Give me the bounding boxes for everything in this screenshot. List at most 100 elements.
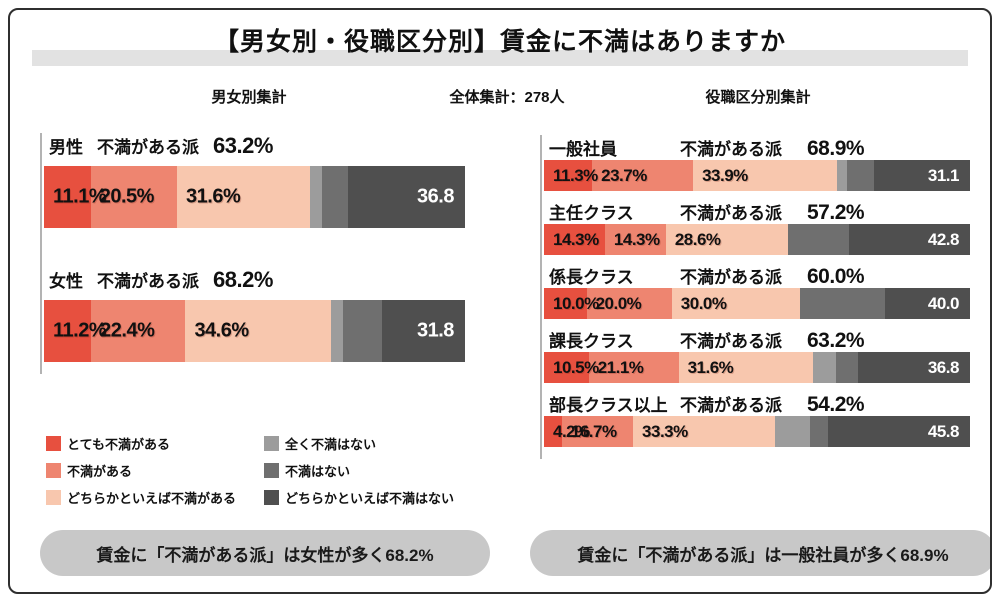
segment-value-label: 16.7%: [570, 421, 617, 441]
legend-label: どちらかといえば不満はない: [285, 491, 455, 506]
legend-item: とても不満がある: [46, 434, 264, 453]
legend-item: 全く不満はない: [264, 434, 454, 453]
stacked-bar: 11.2% 22.4% 34.6% 31.8: [44, 300, 465, 362]
segment-value-label: 20.5%: [99, 185, 155, 208]
bar-row: 主任クラス 不満がある派 57.2% 14.3% 14.3% 28.6% 42.8: [544, 199, 970, 255]
bar-row: 課長クラス 不満がある派 63.2% 10.5% 21.1% 31.6% 36.8: [544, 327, 970, 383]
bar-row-header: 係長クラス 不満がある派 60.0%: [549, 263, 970, 288]
category-label: 一般社員: [549, 140, 617, 159]
segment-value-label: 14.3%: [613, 229, 660, 249]
group-label: 不満がある派: [680, 268, 782, 287]
header-gender-summary: 男女別集計: [211, 89, 287, 106]
segment-value-label: 23.7%: [601, 165, 647, 185]
dissatisfied-total-value: 63.2%: [213, 133, 273, 158]
bar-segment-dissatisfied: 20.0%: [586, 288, 672, 319]
legend-label: どちらかといえば不満がある: [67, 491, 237, 506]
header-position-summary: 役職区分別集計: [705, 89, 811, 106]
segment-value-label: 31.6%: [186, 185, 241, 208]
segment-value-label: 14.3%: [553, 229, 599, 249]
bar-segment-not-dissatisfied: [835, 352, 859, 383]
bar-segment-somewhat-not-dissatisfied: 31.8: [381, 300, 465, 362]
segment-value-label: 45.8: [927, 421, 960, 441]
legend-item: 不満がある: [46, 461, 264, 480]
segment-value-label: 11.1%: [53, 185, 107, 208]
bar-segment-very-dissatisfied: 10.0%: [544, 288, 599, 319]
bar-row-header: 課長クラス 不満がある派 63.2%: [549, 327, 970, 352]
bar-segment-not-dissatisfied: [322, 166, 349, 228]
stacked-bar: 4.2% 16.7% 33.3% 45.8: [544, 416, 970, 447]
dissatisfied-total-value: 54.2%: [807, 393, 865, 416]
group-label: 不満がある派: [680, 204, 782, 223]
legend-label: とても不満がある: [67, 437, 170, 452]
bar-segment-not-dissatisfied: [799, 288, 885, 319]
bar-segment-somewhat-dissatisfied: 28.6%: [665, 224, 788, 255]
bar-segment-very-dissatisfied: 4.2%: [544, 416, 590, 447]
dissatisfied-total-value: 57.2%: [807, 201, 865, 224]
bar-segment-very-dissatisfied: 10.5%: [544, 352, 599, 383]
callout-position-text: 賃金に「不満がある派」は一般社員が多く68.9%: [577, 545, 949, 565]
bar-row-header: 女性 不満がある派 68.2%: [49, 267, 465, 293]
bar-segment-somewhat-not-dissatisfied: 36.8: [858, 352, 970, 383]
bar-segment-very-dissatisfied: 14.3%: [544, 224, 605, 255]
bar-segment-somewhat-dissatisfied: 30.0%: [671, 288, 800, 319]
bar-segment-dissatisfied: 21.1%: [588, 352, 679, 383]
title-highlight-band: [32, 50, 968, 66]
segment-value-label: 28.6%: [674, 229, 721, 249]
category-label: 女性: [49, 272, 83, 291]
segment-value-label: 33.3%: [642, 421, 688, 441]
category-label: 主任クラス: [549, 204, 634, 223]
legend-swatch: [46, 436, 61, 451]
callout-position-finding: 賃金に「不満がある派」は一般社員が多く68.9%: [530, 530, 990, 576]
chart-frame: 【男女別・役職区分別】賃金に不満はありますか 男女別集計 全体集計：278人 役…: [8, 8, 992, 594]
bar-segment-not-dissatisfied: [343, 300, 382, 362]
stacked-bar: 10.5% 21.1% 31.6% 36.8: [544, 352, 970, 383]
segment-value-label: 30.0%: [680, 293, 727, 313]
stacked-bar: 11.1% 20.5% 31.6% 36.8: [44, 166, 465, 228]
legend-swatch: [46, 463, 61, 478]
legend-swatch: [264, 436, 279, 451]
dissatisfied-total-value: 60.0%: [807, 265, 865, 288]
segment-value-label: 31.6%: [687, 357, 734, 377]
bar-segment-very-dissatisfied: 11.3%: [544, 160, 598, 191]
stacked-bar: 14.3% 14.3% 28.6% 42.8: [544, 224, 970, 255]
bar-segment-very-dissatisfied: 11.1%: [44, 166, 107, 228]
segment-value-label: 36.8: [927, 357, 960, 377]
bar-segment-somewhat-not-dissatisfied: 31.1: [873, 160, 970, 191]
category-label: 課長クラス: [549, 332, 634, 351]
legend-label: 不満がある: [67, 464, 133, 479]
legend-swatch: [264, 463, 279, 478]
segment-value-label: 31.1: [927, 165, 960, 185]
segment-value-label: 22.4%: [100, 319, 155, 342]
bar-segment-somewhat-not-dissatisfied: 40.0: [884, 288, 970, 319]
bar-row: 一般社員 不満がある派 68.9% 11.3% 23.7% 33.9% 31.1: [544, 135, 970, 191]
page-title: 【男女別・役職区分別】賃金に不満はありますか: [213, 28, 786, 56]
bar-segment-somewhat-not-dissatisfied: 42.8: [848, 224, 970, 255]
segment-value-label: 31.8: [417, 319, 454, 342]
bar-segment-somewhat-dissatisfied: 31.6%: [177, 166, 311, 228]
bar-segment-dissatisfied: 14.3%: [604, 224, 666, 255]
segment-value-label: 34.6%: [194, 319, 249, 342]
segment-value-label: 11.2%: [53, 319, 107, 342]
bar-segment-very-dissatisfied: 11.2%: [44, 300, 107, 362]
bar-segment-not-at-all-dissatisfied: [310, 166, 323, 228]
dissatisfied-total-value: 63.2%: [807, 329, 865, 352]
gender-stacked-bar-chart: 男性 不満がある派 63.2% 11.1% 20.5% 31.6% 36.8 女性 不満がある派…: [40, 133, 465, 374]
position-stacked-bar-chart: 一般社員 不満がある派 68.9% 11.3% 23.7% 33.9% 31.1 主任クラス不…: [540, 135, 970, 459]
legend-swatch: [46, 490, 61, 505]
bar-row-header: 部長クラス以上 不満がある派 54.2%: [549, 391, 970, 416]
group-label: 不満がある派: [680, 140, 782, 159]
bar-row-header: 一般社員 不満がある派 68.9%: [549, 135, 970, 160]
bar-segment-somewhat-dissatisfied: 31.6%: [678, 352, 814, 383]
segment-value-label: 20.0%: [595, 293, 642, 313]
bar-segment-somewhat-not-dissatisfied: 36.8: [348, 166, 465, 228]
bar-segment-not-at-all-dissatisfied: [813, 352, 836, 383]
callout-gender-text: 賃金に「不満がある派」は女性が多く68.2%: [96, 545, 434, 565]
bar-segment-somewhat-dissatisfied: 34.6%: [185, 300, 332, 362]
bar-segment-not-at-all-dissatisfied: [837, 160, 848, 191]
bar-segment-not-dissatisfied: [847, 160, 874, 191]
bar-segment-dissatisfied: 16.7%: [561, 416, 634, 447]
callout-gender-finding: 賃金に「不満がある派」は女性が多く68.2%: [40, 530, 490, 576]
category-label: 男性: [49, 138, 83, 157]
group-label: 不満がある派: [680, 396, 782, 415]
dissatisfied-total-value: 68.2%: [213, 267, 273, 292]
